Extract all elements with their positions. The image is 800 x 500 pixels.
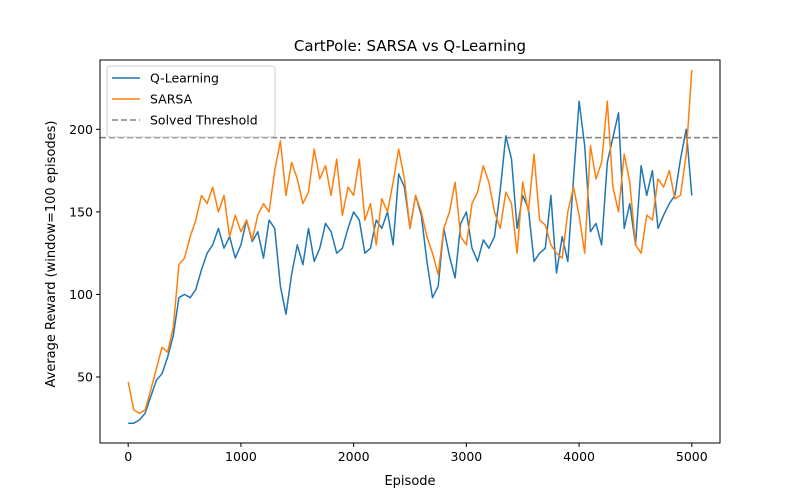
legend-label: SARSA <box>150 92 193 107</box>
y-axis-label: Average Reward (window=100 episodes) <box>44 121 59 388</box>
x-tick-label: 3000 <box>450 449 482 464</box>
x-tick-label: 0 <box>124 449 132 464</box>
series-line-q-learning <box>128 100 693 424</box>
x-tick-label: 4000 <box>563 449 595 464</box>
y-tick-label: 100 <box>69 287 93 302</box>
legend-label: Q-Learning <box>150 71 219 86</box>
y-tick-label: 50 <box>77 369 93 384</box>
x-tick-label: 2000 <box>338 449 370 464</box>
y-axis: 50 100 150 200 <box>69 122 100 384</box>
x-axis: 0 1000 2000 3000 4000 5000 <box>124 443 708 464</box>
x-tick-label: 1000 <box>225 449 257 464</box>
legend-box <box>106 65 276 138</box>
y-tick-label: 200 <box>69 122 93 137</box>
y-tick-label: 150 <box>69 204 93 219</box>
x-axis-label: Episode <box>384 474 435 489</box>
legend: Q-Learning SARSA Solved Threshold <box>106 65 276 138</box>
plot-frame <box>99 59 721 444</box>
series-layer <box>127 69 693 424</box>
legend-label: Solved Threshold <box>150 113 258 128</box>
series-line-sarsa <box>127 69 693 415</box>
chart-title: CartPole: SARSA vs Q-Learning <box>294 37 526 55</box>
x-tick-label: 5000 <box>676 449 708 464</box>
